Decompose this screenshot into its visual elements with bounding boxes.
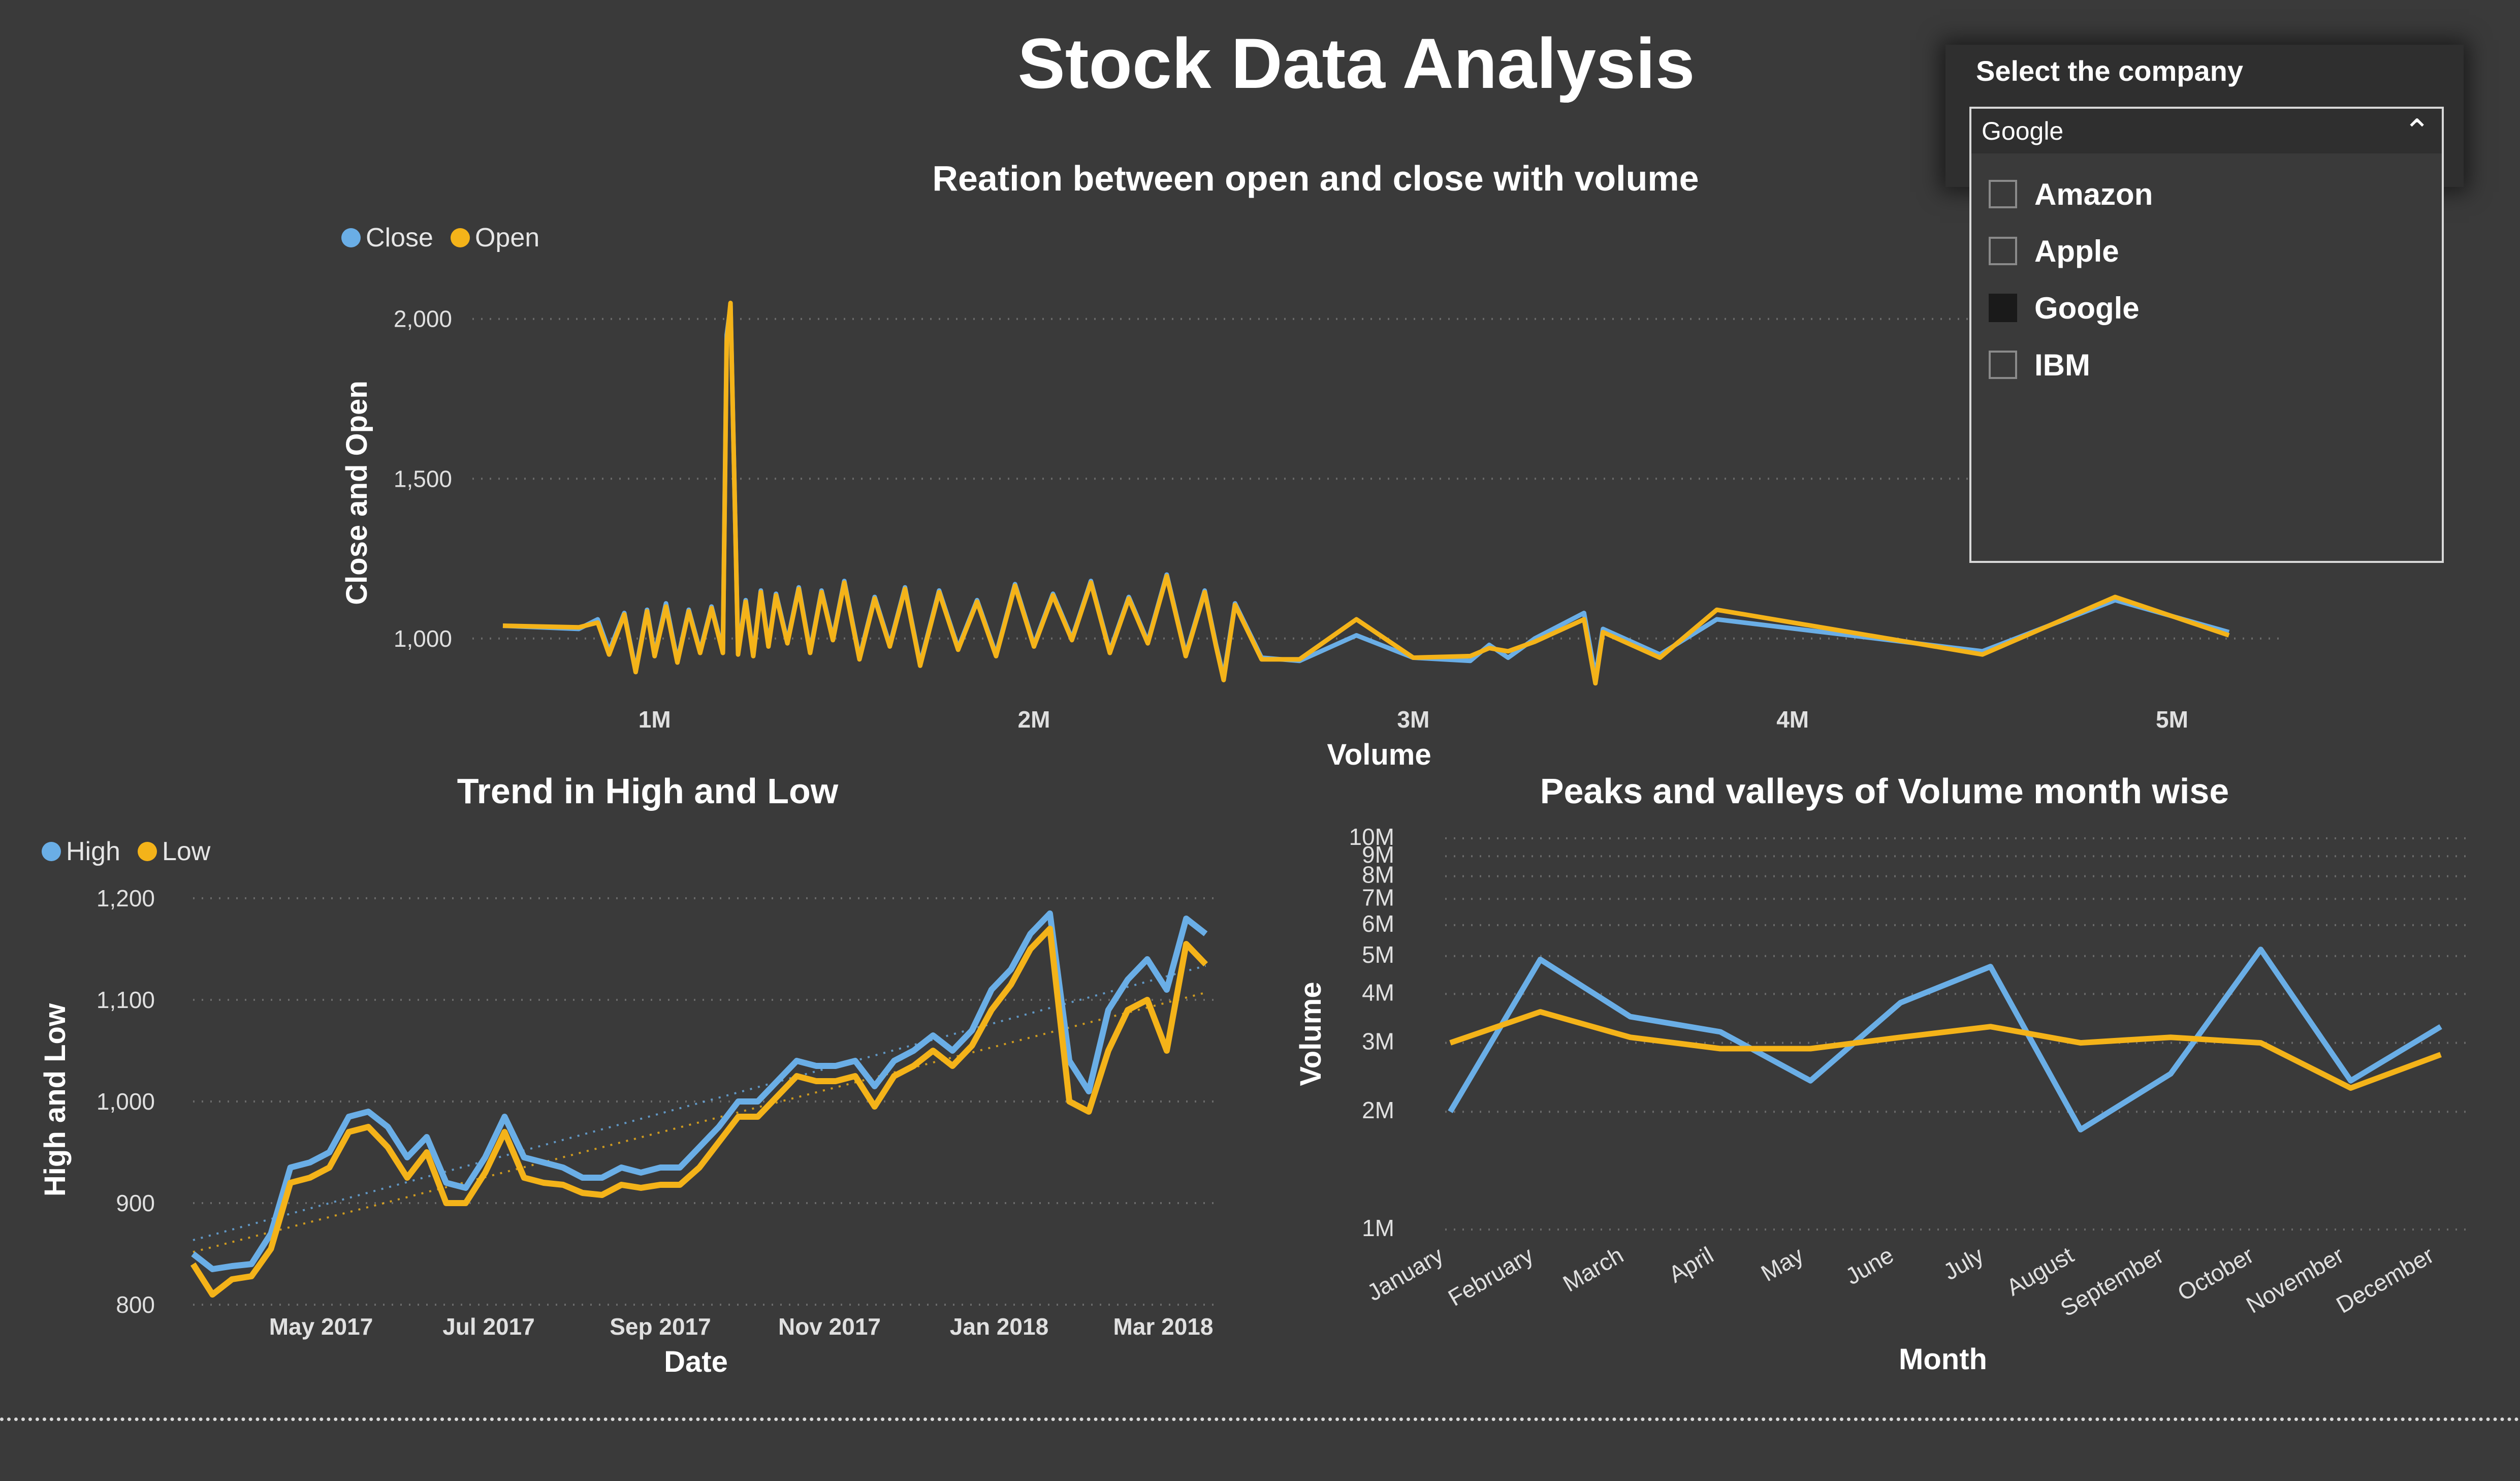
chart3-y-tick-3: 4M: [1362, 979, 1394, 1005]
chart1-title: Reation between open and close with volu…: [932, 159, 1699, 198]
high-low-chart: 800 900 1,000 1,100 1,200 May 2017 Jul 2017 Sep…: [39, 885, 1214, 1378]
chart3-series-0: [1448, 947, 2442, 1132]
legend-label-close: Close: [366, 223, 433, 253]
legend-entry-close[interactable]: Close: [341, 225, 433, 251]
option-label-google: Google: [2034, 291, 2140, 325]
option-label-apple: Apple: [2034, 234, 2119, 268]
chart2-y-tick-3: 1,100: [97, 987, 155, 1013]
chart3-y-tick-6: 7M: [1362, 884, 1394, 910]
chart3-x-tick-1: February: [1444, 1242, 1538, 1311]
chart2-trendline-high: [193, 965, 1206, 1241]
legend-entry-open[interactable]: Open: [450, 223, 540, 253]
dropdown-selected-value: Google: [1982, 117, 2064, 145]
chart2-x-tick-1: Jul 2017: [442, 1313, 535, 1340]
option-amazon[interactable]: Amazon: [1971, 166, 2442, 223]
chart1-series-open: [502, 300, 2230, 686]
chart3-y-axis-label: Volume: [1294, 982, 1327, 1086]
chart2-y-tick-2: 1,000: [97, 1088, 155, 1115]
chart2-x-tick-5: Mar 2018: [1113, 1313, 1214, 1340]
chart3-x-tick-10: November: [2242, 1242, 2348, 1318]
chart1-x-tick-1: 2M: [1018, 706, 1050, 733]
chart3-y-tick-7: 8M: [1362, 862, 1394, 888]
chart3-x-tick-4: May: [1757, 1242, 1808, 1286]
chart1-y-tick-0: 1,000: [394, 625, 452, 652]
chart3-y-tick-5: 6M: [1362, 910, 1394, 937]
chart1-legend: Close Open: [341, 225, 550, 251]
chart3-y-tick-4: 5M: [1362, 941, 1394, 968]
chart2-legend: High Low: [42, 838, 220, 865]
chart3-title: Peaks and valleys of Volume month wise: [1540, 771, 2229, 811]
chart2-y-tick-4: 1,200: [97, 885, 155, 911]
option-label-ibm: IBM: [2034, 348, 2090, 382]
legend-dot-low: [137, 842, 157, 861]
chart2-series-low: [190, 926, 1208, 1298]
legend-dot-close: [341, 228, 361, 247]
chart3-x-tick-6: July: [1939, 1242, 1988, 1285]
legend-label-low: Low: [162, 837, 211, 866]
chart3-x-tick-5: June: [1841, 1242, 1898, 1290]
chart1-y-axis-label: Close and Open: [340, 381, 373, 605]
chart3-y-tick-8: 9M: [1362, 841, 1394, 868]
legend-dot-open: [450, 228, 470, 247]
chart3-y-tick-0: 1M: [1362, 1215, 1394, 1241]
legend-label-high: High: [66, 837, 120, 866]
chart2-x-tick-2: Sep 2017: [610, 1313, 711, 1340]
legend-dot-high: [42, 842, 61, 861]
chart3-series-1: [1449, 1009, 2442, 1091]
chart3-x-axis-label: Month: [1899, 1343, 1987, 1376]
checkbox-ibm[interactable]: [1989, 351, 2017, 379]
chart1-x-tick-0: 1M: [639, 706, 671, 733]
chevron-up-icon[interactable]: ⌃: [2403, 113, 2431, 149]
checkbox-google[interactable]: [1989, 294, 2017, 322]
chart3-y-tick-9: 10M: [1349, 824, 1394, 850]
chart2-series-high: [191, 910, 1208, 1272]
chart3-x-tick-11: December: [2332, 1242, 2438, 1318]
chart2-trendline-low: [193, 991, 1206, 1253]
option-google[interactable]: Google: [1971, 279, 2442, 336]
checkbox-amazon[interactable]: [1989, 180, 2017, 208]
checkbox-apple[interactable]: [1989, 237, 2017, 265]
chart2-y-axis-label: High and Low: [39, 1003, 72, 1196]
chart2-x-tick-4: Jan 2018: [950, 1313, 1048, 1340]
chart1-x-tick-3: 4M: [1776, 706, 1809, 733]
chart2-x-tick-0: May 2017: [269, 1313, 373, 1340]
option-label-amazon: Amazon: [2034, 177, 2153, 211]
legend-label-open: Open: [474, 223, 540, 253]
chart1-x-tick-2: 3M: [1397, 706, 1429, 733]
option-apple[interactable]: Apple: [1971, 223, 2442, 279]
option-ibm[interactable]: IBM: [1971, 336, 2442, 393]
slicer-header: Select the company: [1976, 55, 2243, 87]
chart3-x-tick-8: September: [2056, 1242, 2168, 1322]
chart3-x-tick-0: January: [1362, 1242, 1448, 1306]
chart2-x-tick-3: Nov 2017: [778, 1313, 881, 1340]
company-dropdown[interactable]: Google ⌃: [1969, 107, 2444, 155]
chart2-x-axis-label: Date: [664, 1345, 728, 1378]
chart3-y-tick-1: 2M: [1362, 1097, 1394, 1123]
chart3-x-tick-2: March: [1558, 1242, 1628, 1297]
open-close-chart: 1,000 1,500 2,000 1M 2M 3M 4M 5M Volume Close and…: [340, 300, 2286, 771]
chart2-title: Trend in High and Low: [457, 771, 839, 811]
page-divider: [0, 1417, 2520, 1421]
chart3-y-tick-2: 3M: [1362, 1028, 1394, 1055]
legend-entry-high[interactable]: High: [42, 838, 120, 865]
chart2-y-tick-1: 900: [116, 1190, 155, 1216]
chart1-y-tick-1: 1,500: [394, 465, 452, 492]
chart3-x-tick-3: April: [1664, 1242, 1718, 1288]
chart1-y-tick-2: 2,000: [394, 306, 452, 332]
page-title: Stock Data Analysis: [1017, 23, 1695, 103]
company-options-list: Amazon Apple Google IBM: [1969, 153, 2444, 563]
chart1-x-tick-4: 5M: [2156, 706, 2188, 733]
legend-entry-low[interactable]: Low: [137, 837, 211, 866]
chart1-x-axis-label: Volume: [1327, 738, 1431, 771]
chart2-y-tick-0: 800: [116, 1291, 155, 1318]
